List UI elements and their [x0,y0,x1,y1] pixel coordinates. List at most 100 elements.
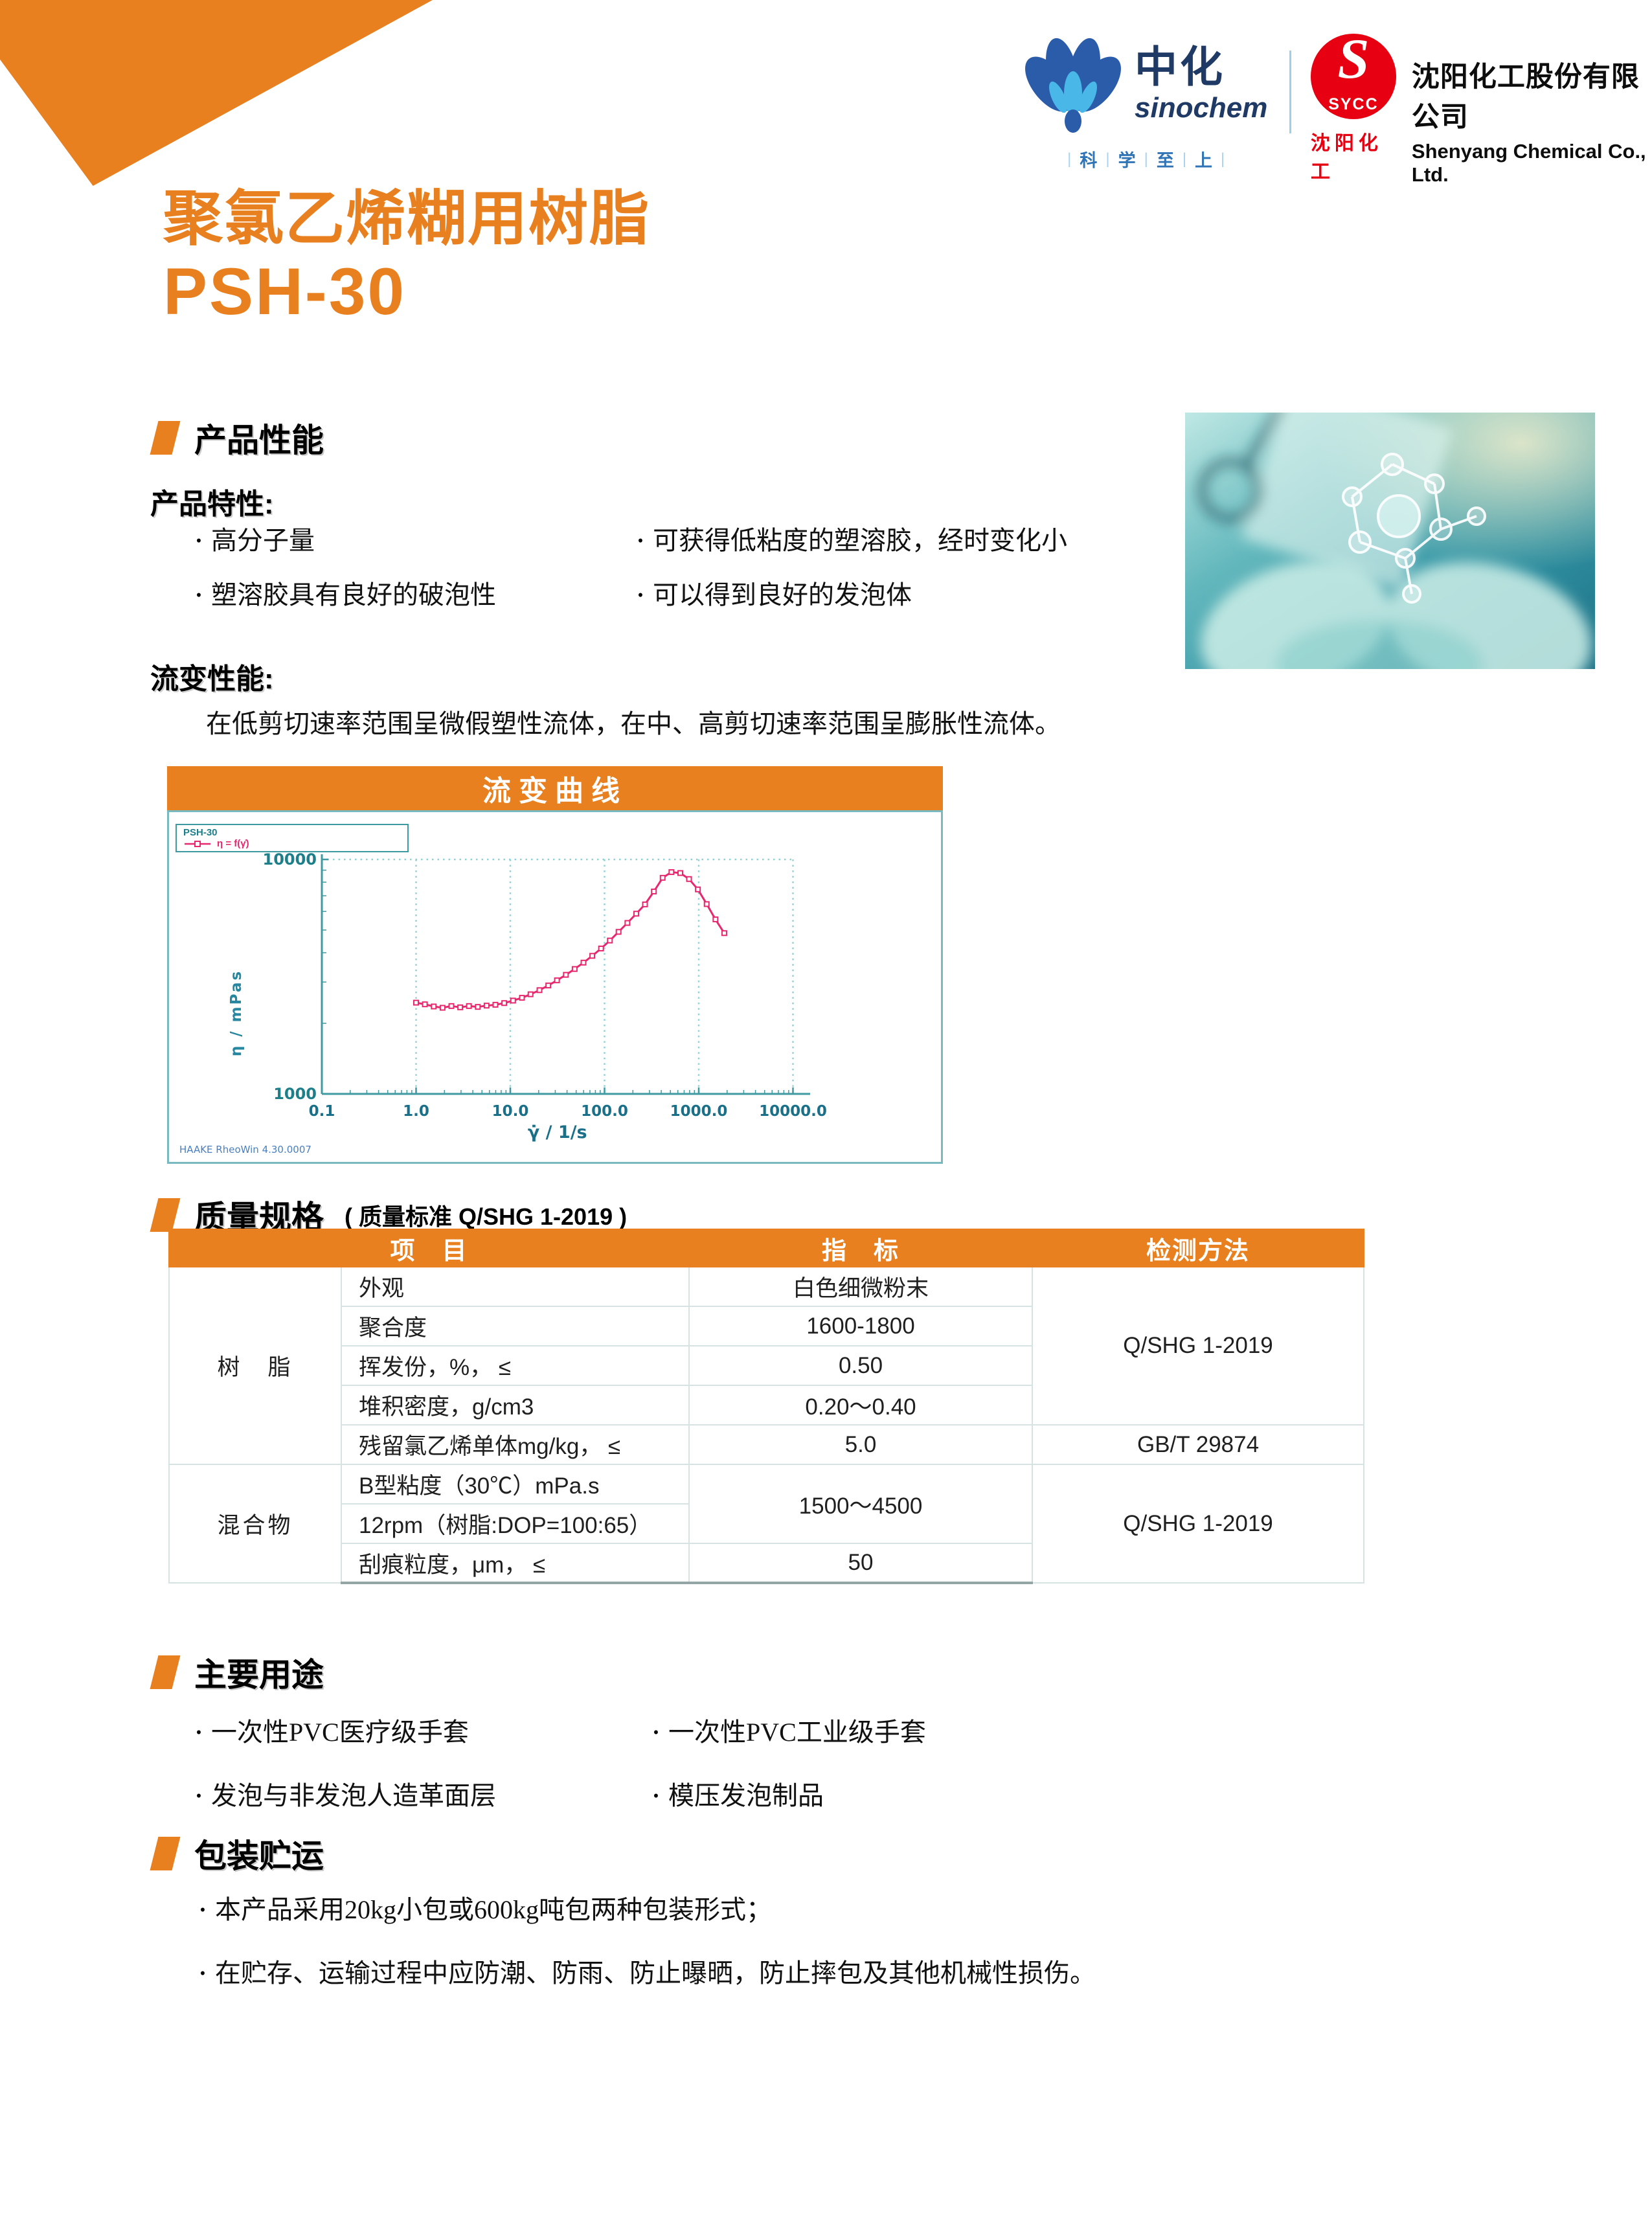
section-performance-heading: 产品性能 [194,422,324,459]
cell-property: 残留氯乙烯单体mg/kg， ≤ [340,1424,690,1465]
cell-value: 1500～4500 [688,1464,1034,1544]
svg-text:γ̇ / 1/s: γ̇ / 1/s [528,1122,587,1142]
svg-text:10000.0: 10000.0 [759,1103,827,1120]
list-item: 模压发泡制品 [651,1775,926,1812]
tagline-separator: | [1144,150,1148,168]
section-performance: 产品性能 [150,415,324,461]
sinochem-name-en: sinochem [1135,92,1268,124]
section-uses: 主要用途 [150,1649,324,1696]
list-item: 一次性PVC工业级手套 [651,1711,926,1749]
sinochem-logo-block: 中化 sinochem | 科 | 学 | 至 | 上 | [1024,34,1267,172]
tagline-word: 科 [1080,151,1098,170]
table-row: 树 脂 外观 白色细微粉末 Q/SHG 1-2019 [168,1266,1365,1465]
list-item: 在贮存、运输过程中应防潮、防雨、防止曝晒，防止摔包及其他机械性损伤。 [198,1952,1096,1990]
cell-method: Q/SHG 1-2019 [1032,1464,1365,1584]
cell-value: 50 [688,1543,1034,1584]
cell-property: B型粘度（30℃）mPa.s [340,1464,690,1505]
cell-value: 白色细微粉末 [688,1266,1034,1307]
list-item: 发泡与非发泡人造革面层 [194,1775,651,1812]
feature-list: 高分子量 可获得低粘度的塑溶胶，经时变化小 塑溶胶具有良好的破泡性 可以得到良好… [194,519,1067,611]
cell-value: 1600-1800 [688,1306,1034,1346]
spec-table: 项 目 指 标 检测方法 树 脂 外观 白色细微粉末 Q/SHG 1-2019 … [168,1229,1365,1584]
cell-property: 聚合度 [340,1306,690,1346]
packaging-list: 本产品采用20kg小包或600kg吨包两种包装形式； 在贮存、运输过程中应防潮、… [198,1889,1096,1990]
legend-row: η = f(γ̇) [183,838,401,849]
chart-banner: 流变曲线 [167,766,943,810]
section-packaging: 包装贮运 [150,1830,324,1877]
tagline-separator: | [1182,150,1187,168]
cell-method: Q/SHG 1-2019 [1032,1266,1365,1425]
table-row: 聚合度 1600-1800 [169,1306,1364,1346]
cell-value: 0.20～0.40 [688,1385,1034,1425]
product-title: 聚氯乙烯糊用树脂 [163,186,651,252]
table-header-row: 项 目 指 标 检测方法 [168,1229,1365,1267]
svg-text:100.0: 100.0 [581,1103,628,1120]
cell-value: 0.50 [688,1345,1034,1386]
corner-decoration [0,0,433,186]
section-bullet-icon [150,1837,181,1870]
rheology-plot: 0.1 1.0 10.0 100.0 1000.0 10000.0 1000 10000 γ̇ … [179,850,827,1155]
logo-divider [1289,51,1291,133]
tagline-word: 学 [1118,151,1136,170]
section-bullet-icon [150,421,181,455]
table-row: 混合物 B型粘度（30℃）mPa.s 1500～4500 Q/SHG 1-201… [168,1464,1365,1584]
product-photo [1185,413,1595,669]
sycc-caption: 沈阳化工 [1310,133,1383,183]
company-name-cn: 沈阳化工股份有限公司 [1411,62,1640,133]
sinochem-text: 中化 sinochem [1135,45,1267,124]
list-item: 可获得低粘度的塑溶胶，经时变化小 [636,519,1067,557]
sinochem-name-cn: 中化 [1135,43,1225,91]
company-name-en: Shenyang Chemical Co., Ltd. [1411,140,1646,186]
group-mixture: 混合物 [168,1464,342,1584]
legend-title: PSH-30 [183,827,218,838]
rheology-paragraph: 在低剪切速率范围呈微假塑性流体，在中、高剪切速率范围呈膨胀性流体。 [206,709,1061,738]
sinochem-logo-row: 中化 sinochem [1024,34,1267,136]
table-row: 刮痕粒度，μm， ≤ 50 [169,1543,1364,1584]
cell-property: 堆积密度，g/cm3 [340,1385,690,1425]
svg-text:1000: 1000 [273,1085,317,1103]
svg-text:HAAKE RheoWin 4.30.0007: HAAKE RheoWin 4.30.0007 [179,1144,311,1155]
uses-list: 一次性PVC医疗级手套 一次性PVC工业级手套 发泡与非发泡人造革面层 模压发泡… [194,1711,926,1812]
cell-method: GB/T 29874 [1032,1424,1365,1465]
col-header-item: 项 目 [168,1229,690,1267]
tagline-word: 至 [1156,151,1174,170]
page-title: 聚氯乙烯糊用树脂 PSH-30 [163,186,651,329]
sycc-logo-block: S SYCC 沈阳化工 [1310,28,1396,184]
rheology-label: 流变性能: [150,663,274,695]
sycc-logo-s: S [1337,28,1370,91]
sinochem-lotus-icon [1025,38,1121,133]
header-logos: 中化 sinochem | 科 | 学 | 至 | 上 | S SYCC [1024,28,1652,187]
sinochem-tagline: | 科 | 学 | 至 | 上 | [1067,146,1225,172]
features-label: 产品特性: [150,488,274,520]
tagline-word: 上 [1195,151,1213,170]
svg-text:1.0: 1.0 [403,1103,429,1120]
section-packaging-heading: 包装贮运 [194,1838,324,1874]
group-resin: 树 脂 [168,1266,342,1465]
col-header-method: 检测方法 [1032,1229,1365,1267]
table-row: 残留氯乙烯单体mg/kg， ≤ 5.0 GB/T 29874 [169,1424,1365,1465]
cell-property: 12rpm（树脂:DOP=100:65） [340,1503,690,1544]
cell-property: 挥发份，%， ≤ [340,1345,690,1386]
section-bullet-icon [150,1198,181,1232]
sycc-logo-icon: S SYCC [1310,28,1396,119]
cell-property: 刮痕粒度，μm， ≤ [340,1543,690,1584]
list-item: 一次性PVC医疗级手套 [194,1711,651,1749]
quality-standard-note: ( 质量标准 Q/SHG 1-2019 ) [345,1203,628,1230]
cell-value: 5.0 [688,1424,1034,1465]
sycc-logo-word: SYCC [1328,95,1379,113]
tagline-separator: | [1105,150,1110,168]
product-code: PSH-30 [163,255,407,329]
section-bullet-icon [150,1655,181,1689]
svg-text:1000.0: 1000.0 [670,1103,728,1120]
company-names: 沈阳化工股份有限公司 Shenyang Chemical Co., Ltd. [1412,54,1652,187]
rheology-chart-panel: PSH-30 η = f(γ̇) 0.1 1.0 10.0 100.0 1000.0 10… [167,810,943,1164]
svg-text:η / mPas: η / mPas [228,970,245,1056]
table-row: 挥发份，%， ≤ 0.50 [169,1345,1364,1386]
list-item: 高分子量 [194,519,636,557]
list-item: 可以得到良好的发泡体 [636,574,1067,611]
svg-text:10000: 10000 [263,850,317,869]
tagline-separator: | [1221,150,1225,168]
legend-series-marker-icon [185,840,210,847]
list-item: 本产品采用20kg小包或600kg吨包两种包装形式； [198,1889,1096,1926]
